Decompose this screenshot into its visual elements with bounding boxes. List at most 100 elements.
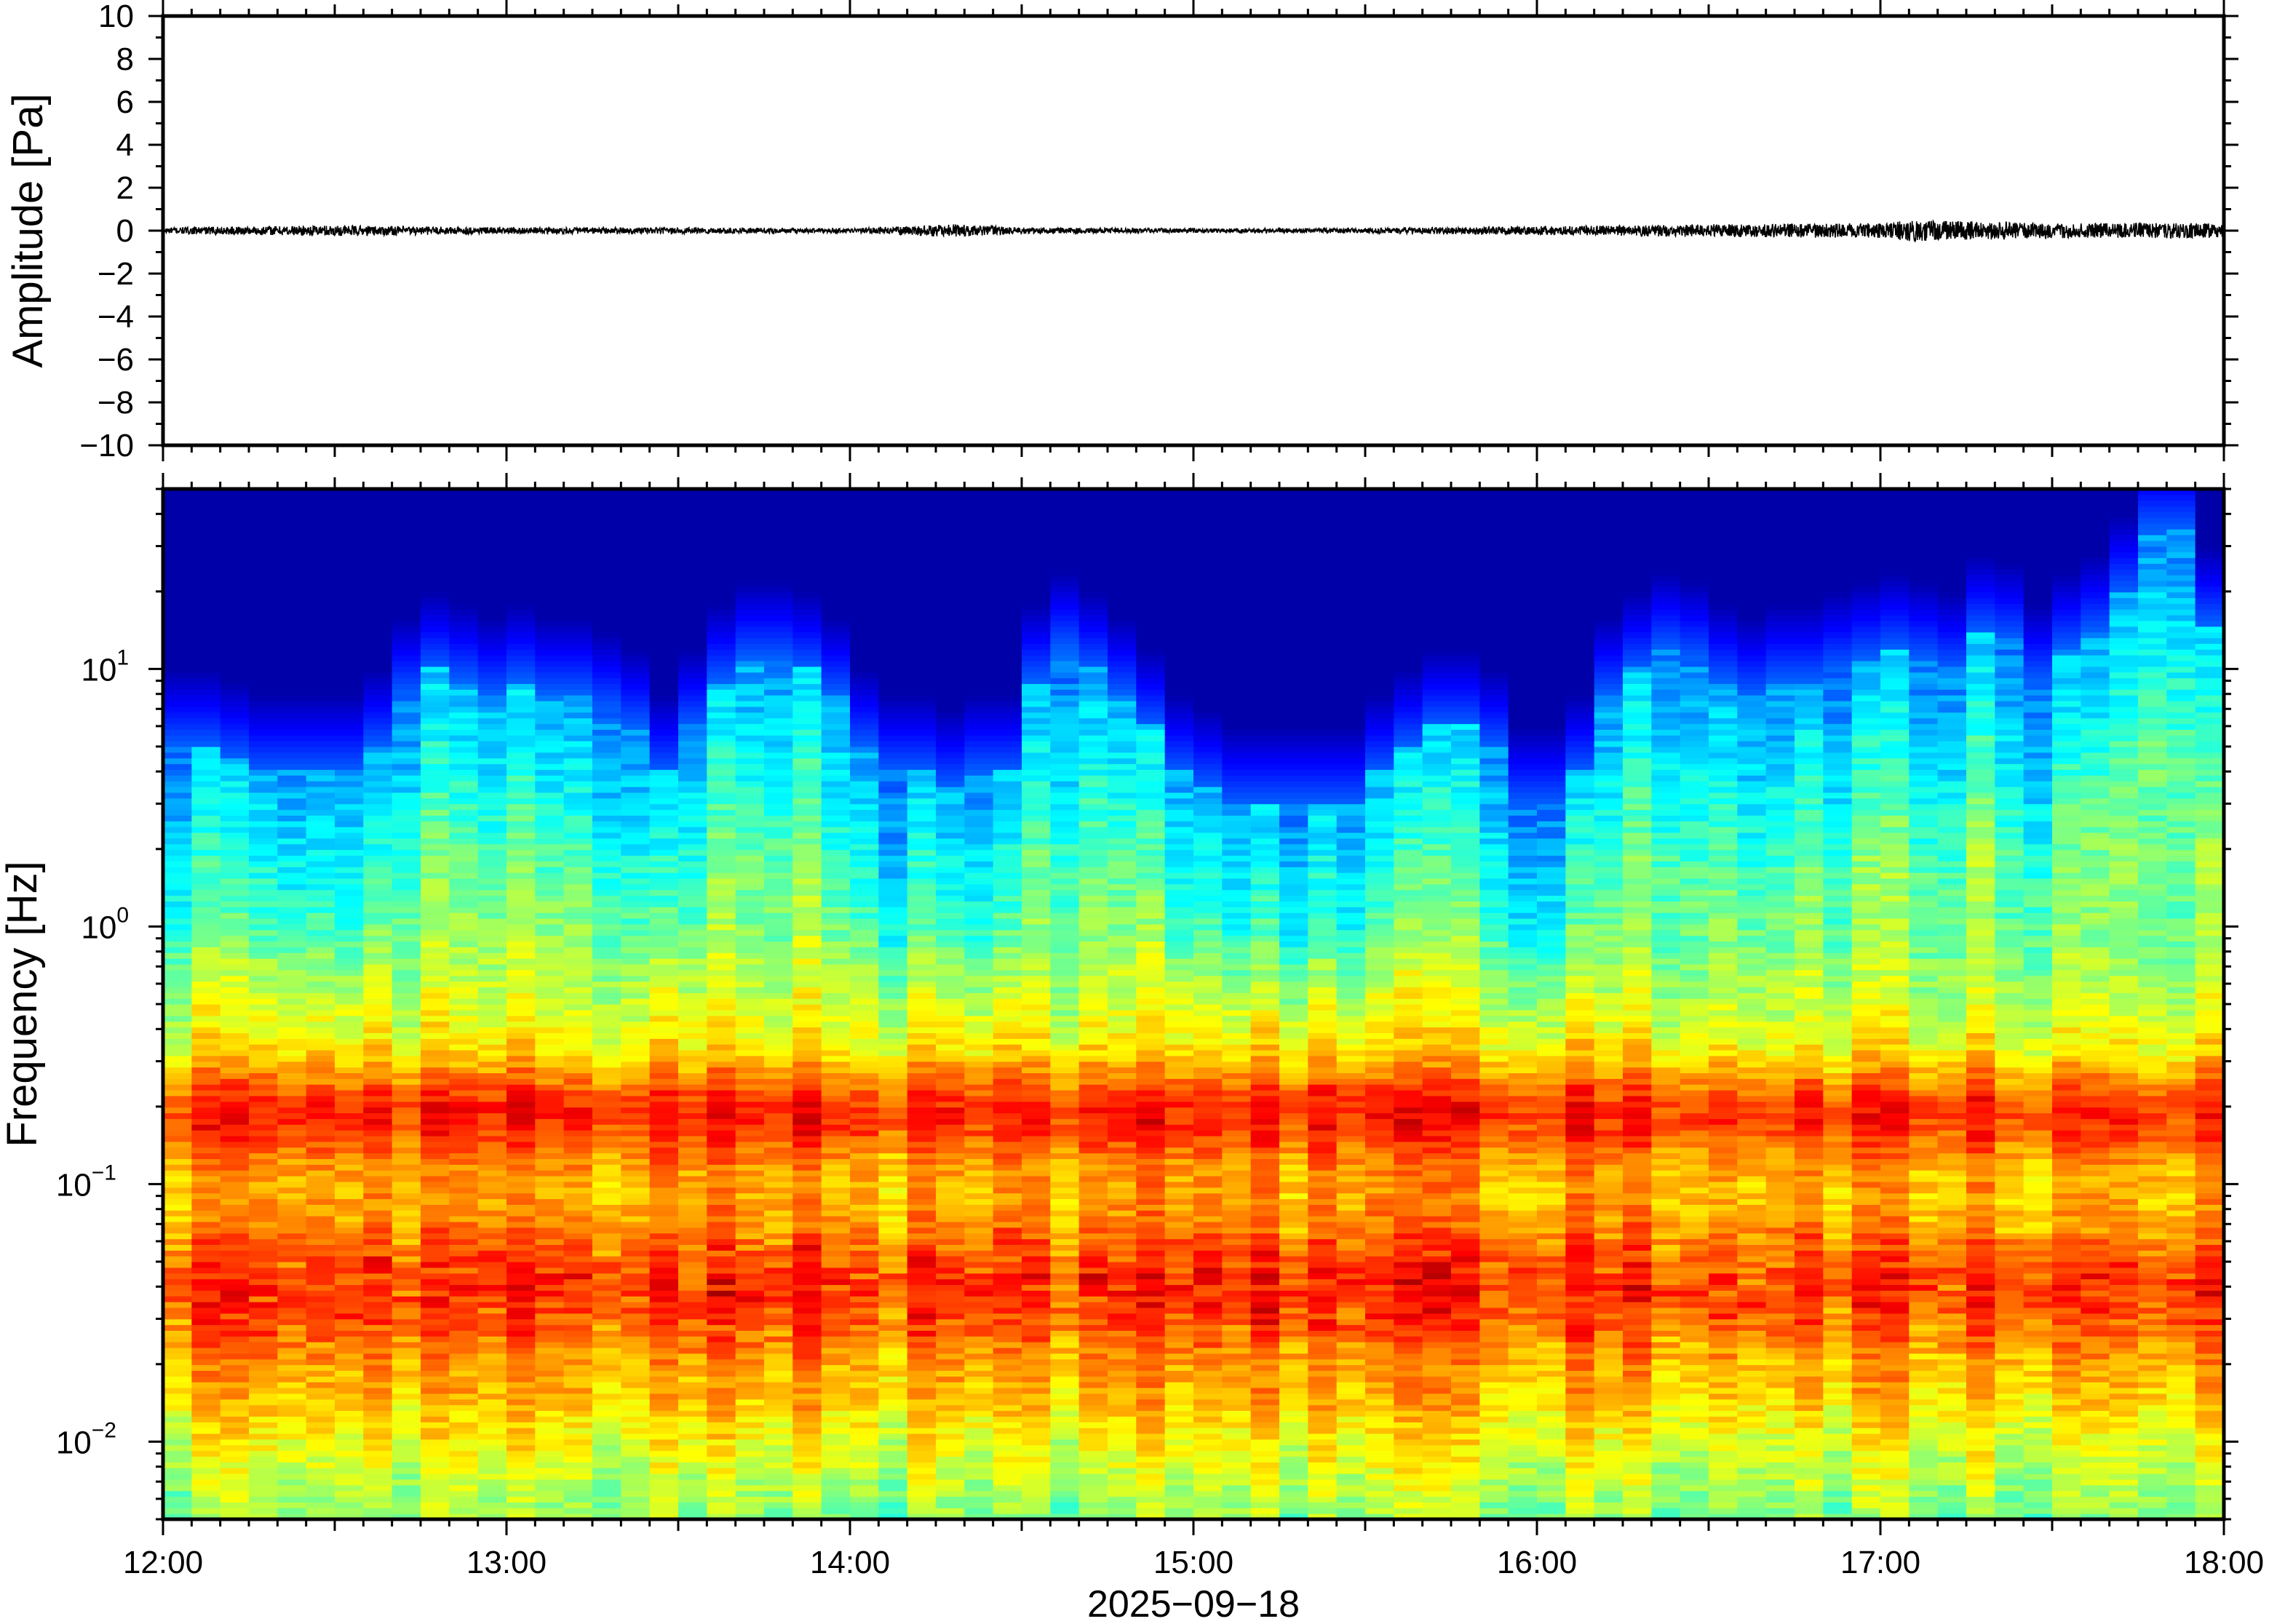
spectrogram-cell xyxy=(363,1107,393,1114)
spectrogram-cell xyxy=(421,661,450,667)
spectrogram-cell xyxy=(735,792,765,799)
spectrogram-cell xyxy=(306,987,335,993)
spectrogram-cell xyxy=(621,1496,651,1502)
spectrogram-cell xyxy=(707,546,736,553)
spectrogram-cell xyxy=(649,901,679,907)
spectrogram-cell xyxy=(821,683,851,690)
spectrogram-cell xyxy=(477,1262,507,1268)
spectrogram-cell xyxy=(707,1032,736,1039)
spectrogram-cell xyxy=(649,597,679,604)
spectrogram-cell xyxy=(649,1118,679,1125)
spectrogram-cell xyxy=(850,1221,879,1228)
spectrogram-cell xyxy=(878,1221,908,1228)
spectrogram-cell xyxy=(306,832,335,839)
spectrogram-cell xyxy=(220,1370,250,1377)
spectrogram-cell xyxy=(535,1496,565,1502)
spectrogram-cell xyxy=(535,540,565,547)
spectrogram-cell xyxy=(249,1216,278,1222)
spectrogram-cell xyxy=(477,837,507,845)
spectrogram-cell xyxy=(163,867,192,873)
spectrogram-cell xyxy=(707,506,736,513)
spectrogram-cell xyxy=(249,1256,278,1262)
spectrogram-cell xyxy=(421,1107,450,1114)
spectrogram-cell xyxy=(563,695,593,701)
spectrogram-cell xyxy=(678,1410,707,1417)
spectrogram-cell xyxy=(191,769,221,776)
spectrogram-cell xyxy=(191,1358,221,1366)
spectrogram-cell xyxy=(764,557,793,564)
spectrogram-cell xyxy=(821,1227,851,1234)
spectrogram-cell xyxy=(277,1049,307,1056)
spectrogram-cell xyxy=(850,666,879,673)
spectrogram-cell xyxy=(592,867,621,873)
spectrogram-cell xyxy=(592,1302,621,1308)
spectrogram-cell xyxy=(563,1124,593,1131)
spectrogram-cell xyxy=(535,1508,565,1514)
spectrogram-cell xyxy=(421,603,450,610)
spectrogram-cell xyxy=(306,1273,335,1280)
spectrogram-cell xyxy=(621,787,651,793)
spectrogram-cell xyxy=(764,494,793,501)
spectrogram-cell xyxy=(592,1262,621,1268)
spectrogram-cell xyxy=(878,843,908,851)
spectrogram-cell xyxy=(735,1170,765,1177)
spectrogram-cell xyxy=(907,1244,937,1251)
spectrogram-cell xyxy=(792,757,822,765)
spectrogram-cell xyxy=(592,1353,621,1360)
spectrogram-cell xyxy=(707,1015,736,1022)
spectrogram-cell xyxy=(878,1278,908,1286)
spectrogram-cell xyxy=(306,592,335,599)
spectrogram-cell xyxy=(792,1273,822,1280)
spectrogram-cell xyxy=(707,1187,736,1194)
spectrogram-cell xyxy=(649,987,679,993)
spectrogram-cell xyxy=(191,1101,221,1108)
spectrogram-cell xyxy=(649,729,679,736)
spectrogram-cell xyxy=(477,747,507,753)
spectrogram-cell xyxy=(764,1004,793,1011)
spectrogram-cell xyxy=(878,1410,908,1417)
spectrogram-cell xyxy=(277,923,307,931)
spectrogram-cell xyxy=(392,666,421,673)
spectrogram-cell xyxy=(592,1216,621,1222)
spectrogram-cell xyxy=(220,1262,250,1268)
spectrogram-cell xyxy=(707,1233,736,1240)
spectrogram-cell xyxy=(392,500,421,507)
spectrogram-cell xyxy=(220,895,250,901)
spectrogram-cell xyxy=(707,952,736,959)
spectrogram-cell xyxy=(792,609,822,616)
spectrogram-cell xyxy=(191,1044,221,1051)
spectrogram-cell xyxy=(850,1158,879,1165)
spectrogram-cell xyxy=(421,1078,450,1085)
spectrogram-cell xyxy=(907,769,937,776)
spectrogram-cell xyxy=(850,1170,879,1177)
spectrogram-cell xyxy=(335,1456,364,1462)
spectrogram-cell xyxy=(277,1095,307,1102)
spectrogram-cell xyxy=(506,637,536,644)
spectrogram-cell xyxy=(649,837,679,845)
spectrogram-cell xyxy=(506,643,536,650)
spectrogram-cell xyxy=(477,1267,507,1274)
spectrogram-cell xyxy=(563,809,593,816)
spectrogram-cell xyxy=(563,901,593,907)
spectrogram-cell xyxy=(421,1428,450,1434)
spectrogram-cell xyxy=(163,1164,192,1171)
spectrogram-cell xyxy=(878,1049,908,1056)
spectrogram-cell xyxy=(449,1393,479,1400)
spectrogram-cell xyxy=(649,1456,679,1462)
spectrogram-cell xyxy=(335,1015,364,1022)
spectrogram-cell xyxy=(306,1107,335,1114)
spectrogram-cell xyxy=(936,1428,965,1434)
spectrogram-cell xyxy=(306,609,335,616)
spectrogram-cell xyxy=(621,529,651,536)
spectrogram-cell xyxy=(363,947,393,953)
spectrogram-cell xyxy=(764,872,793,879)
spectrogram-cell xyxy=(792,1313,822,1320)
spectrogram-cell xyxy=(306,775,335,781)
spectrogram-cell xyxy=(649,1170,679,1177)
spectrogram-cell xyxy=(850,557,879,564)
spectrogram-cell xyxy=(707,672,736,679)
spectrogram-cell xyxy=(649,803,679,811)
spectrogram-cell xyxy=(421,1336,450,1342)
spectrogram-cell xyxy=(506,1170,536,1177)
spectrogram-cell xyxy=(363,792,393,799)
